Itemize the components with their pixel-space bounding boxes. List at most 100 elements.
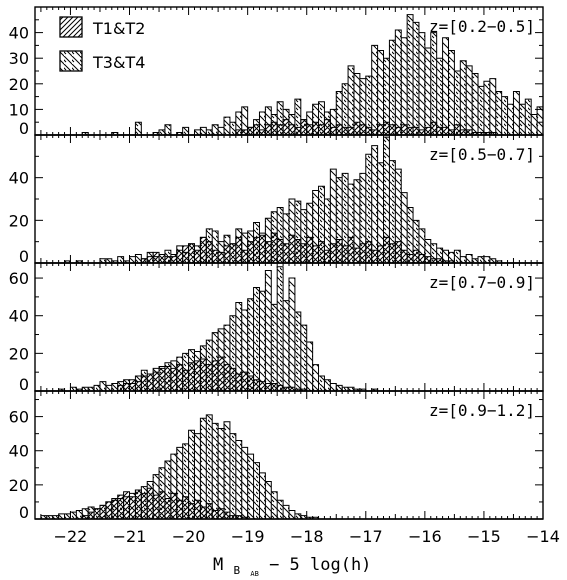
bar bbox=[253, 124, 260, 135]
bar bbox=[147, 374, 154, 391]
bar bbox=[277, 385, 284, 391]
bar bbox=[147, 488, 154, 519]
bar bbox=[271, 233, 278, 263]
bar bbox=[153, 132, 160, 135]
bar bbox=[194, 250, 201, 263]
bar bbox=[430, 258, 437, 263]
bar bbox=[306, 203, 313, 263]
bar bbox=[253, 379, 260, 391]
bar bbox=[460, 129, 467, 135]
bar bbox=[300, 515, 307, 519]
bar bbox=[365, 154, 372, 263]
bar bbox=[472, 258, 479, 263]
bar bbox=[277, 266, 284, 391]
bar bbox=[218, 428, 225, 519]
bar bbox=[271, 491, 278, 519]
bar bbox=[312, 245, 319, 263]
bar bbox=[194, 129, 201, 135]
bar bbox=[253, 287, 260, 391]
panel-2: 0 20 40 z=[0.5−0.7] bbox=[9, 134, 544, 266]
bar bbox=[401, 37, 408, 135]
bar bbox=[454, 124, 461, 135]
bar bbox=[318, 186, 325, 263]
bar bbox=[176, 132, 183, 135]
bar bbox=[218, 357, 225, 391]
bar bbox=[194, 360, 201, 391]
bar bbox=[188, 362, 195, 391]
bar bbox=[111, 383, 118, 391]
bar bbox=[289, 199, 295, 263]
panel-redshift-label: z=[0.7−0.9] bbox=[429, 273, 535, 292]
bar bbox=[182, 496, 189, 519]
bar bbox=[88, 387, 95, 391]
y-tick-label: 0 bbox=[19, 119, 29, 138]
bar bbox=[265, 383, 272, 391]
bar bbox=[342, 83, 349, 135]
bar bbox=[200, 237, 207, 263]
bar bbox=[300, 243, 307, 263]
series-t1t2 bbox=[81, 487, 249, 519]
bar bbox=[170, 454, 177, 519]
bar bbox=[200, 127, 207, 135]
bar bbox=[436, 248, 443, 263]
bar bbox=[436, 127, 443, 135]
bar bbox=[259, 291, 266, 391]
bar bbox=[159, 368, 165, 391]
bar bbox=[153, 252, 160, 263]
bar bbox=[424, 47, 431, 135]
bar bbox=[289, 278, 295, 391]
series-outline bbox=[81, 487, 249, 519]
bar bbox=[342, 127, 349, 135]
bar bbox=[277, 101, 284, 135]
bar bbox=[312, 517, 319, 519]
bar bbox=[176, 250, 183, 263]
bar bbox=[289, 124, 295, 135]
bar bbox=[224, 325, 230, 391]
bar bbox=[489, 258, 496, 263]
bar bbox=[418, 32, 425, 135]
x-axis-title-main: M bbox=[213, 555, 223, 575]
panel-redshift-label: z=[0.9−1.2] bbox=[429, 401, 535, 420]
bar bbox=[182, 245, 189, 263]
bar bbox=[123, 491, 130, 519]
bar bbox=[407, 14, 414, 135]
bar bbox=[371, 129, 378, 135]
bar bbox=[418, 129, 425, 135]
x-tick-label: −19 bbox=[231, 527, 265, 546]
bar bbox=[70, 387, 77, 391]
bar bbox=[336, 239, 343, 263]
bar bbox=[212, 250, 219, 263]
bar bbox=[64, 513, 71, 519]
bar bbox=[176, 364, 183, 391]
bar bbox=[259, 381, 266, 391]
bar bbox=[424, 127, 431, 135]
bar bbox=[224, 117, 230, 135]
y-tick-label: 60 bbox=[9, 408, 29, 427]
bar bbox=[300, 389, 307, 391]
bar bbox=[159, 129, 165, 135]
bar bbox=[82, 132, 89, 135]
bar bbox=[342, 387, 349, 391]
bar bbox=[277, 500, 284, 519]
bar bbox=[111, 132, 118, 135]
panel-bars bbox=[81, 14, 567, 135]
bar bbox=[283, 387, 289, 391]
bar bbox=[348, 65, 354, 135]
bar bbox=[424, 256, 431, 263]
bar bbox=[294, 513, 301, 519]
bar bbox=[117, 385, 124, 391]
bar bbox=[212, 360, 219, 391]
bar bbox=[117, 256, 124, 263]
bar bbox=[359, 78, 366, 135]
series-outline bbox=[140, 232, 455, 263]
bar bbox=[561, 120, 567, 135]
bar bbox=[200, 359, 207, 391]
bar bbox=[99, 381, 106, 391]
bar bbox=[507, 104, 514, 135]
bar bbox=[182, 127, 189, 135]
bar bbox=[283, 505, 289, 519]
bar bbox=[300, 325, 307, 391]
bar bbox=[294, 201, 301, 263]
bar bbox=[442, 260, 449, 263]
bar bbox=[259, 111, 266, 135]
